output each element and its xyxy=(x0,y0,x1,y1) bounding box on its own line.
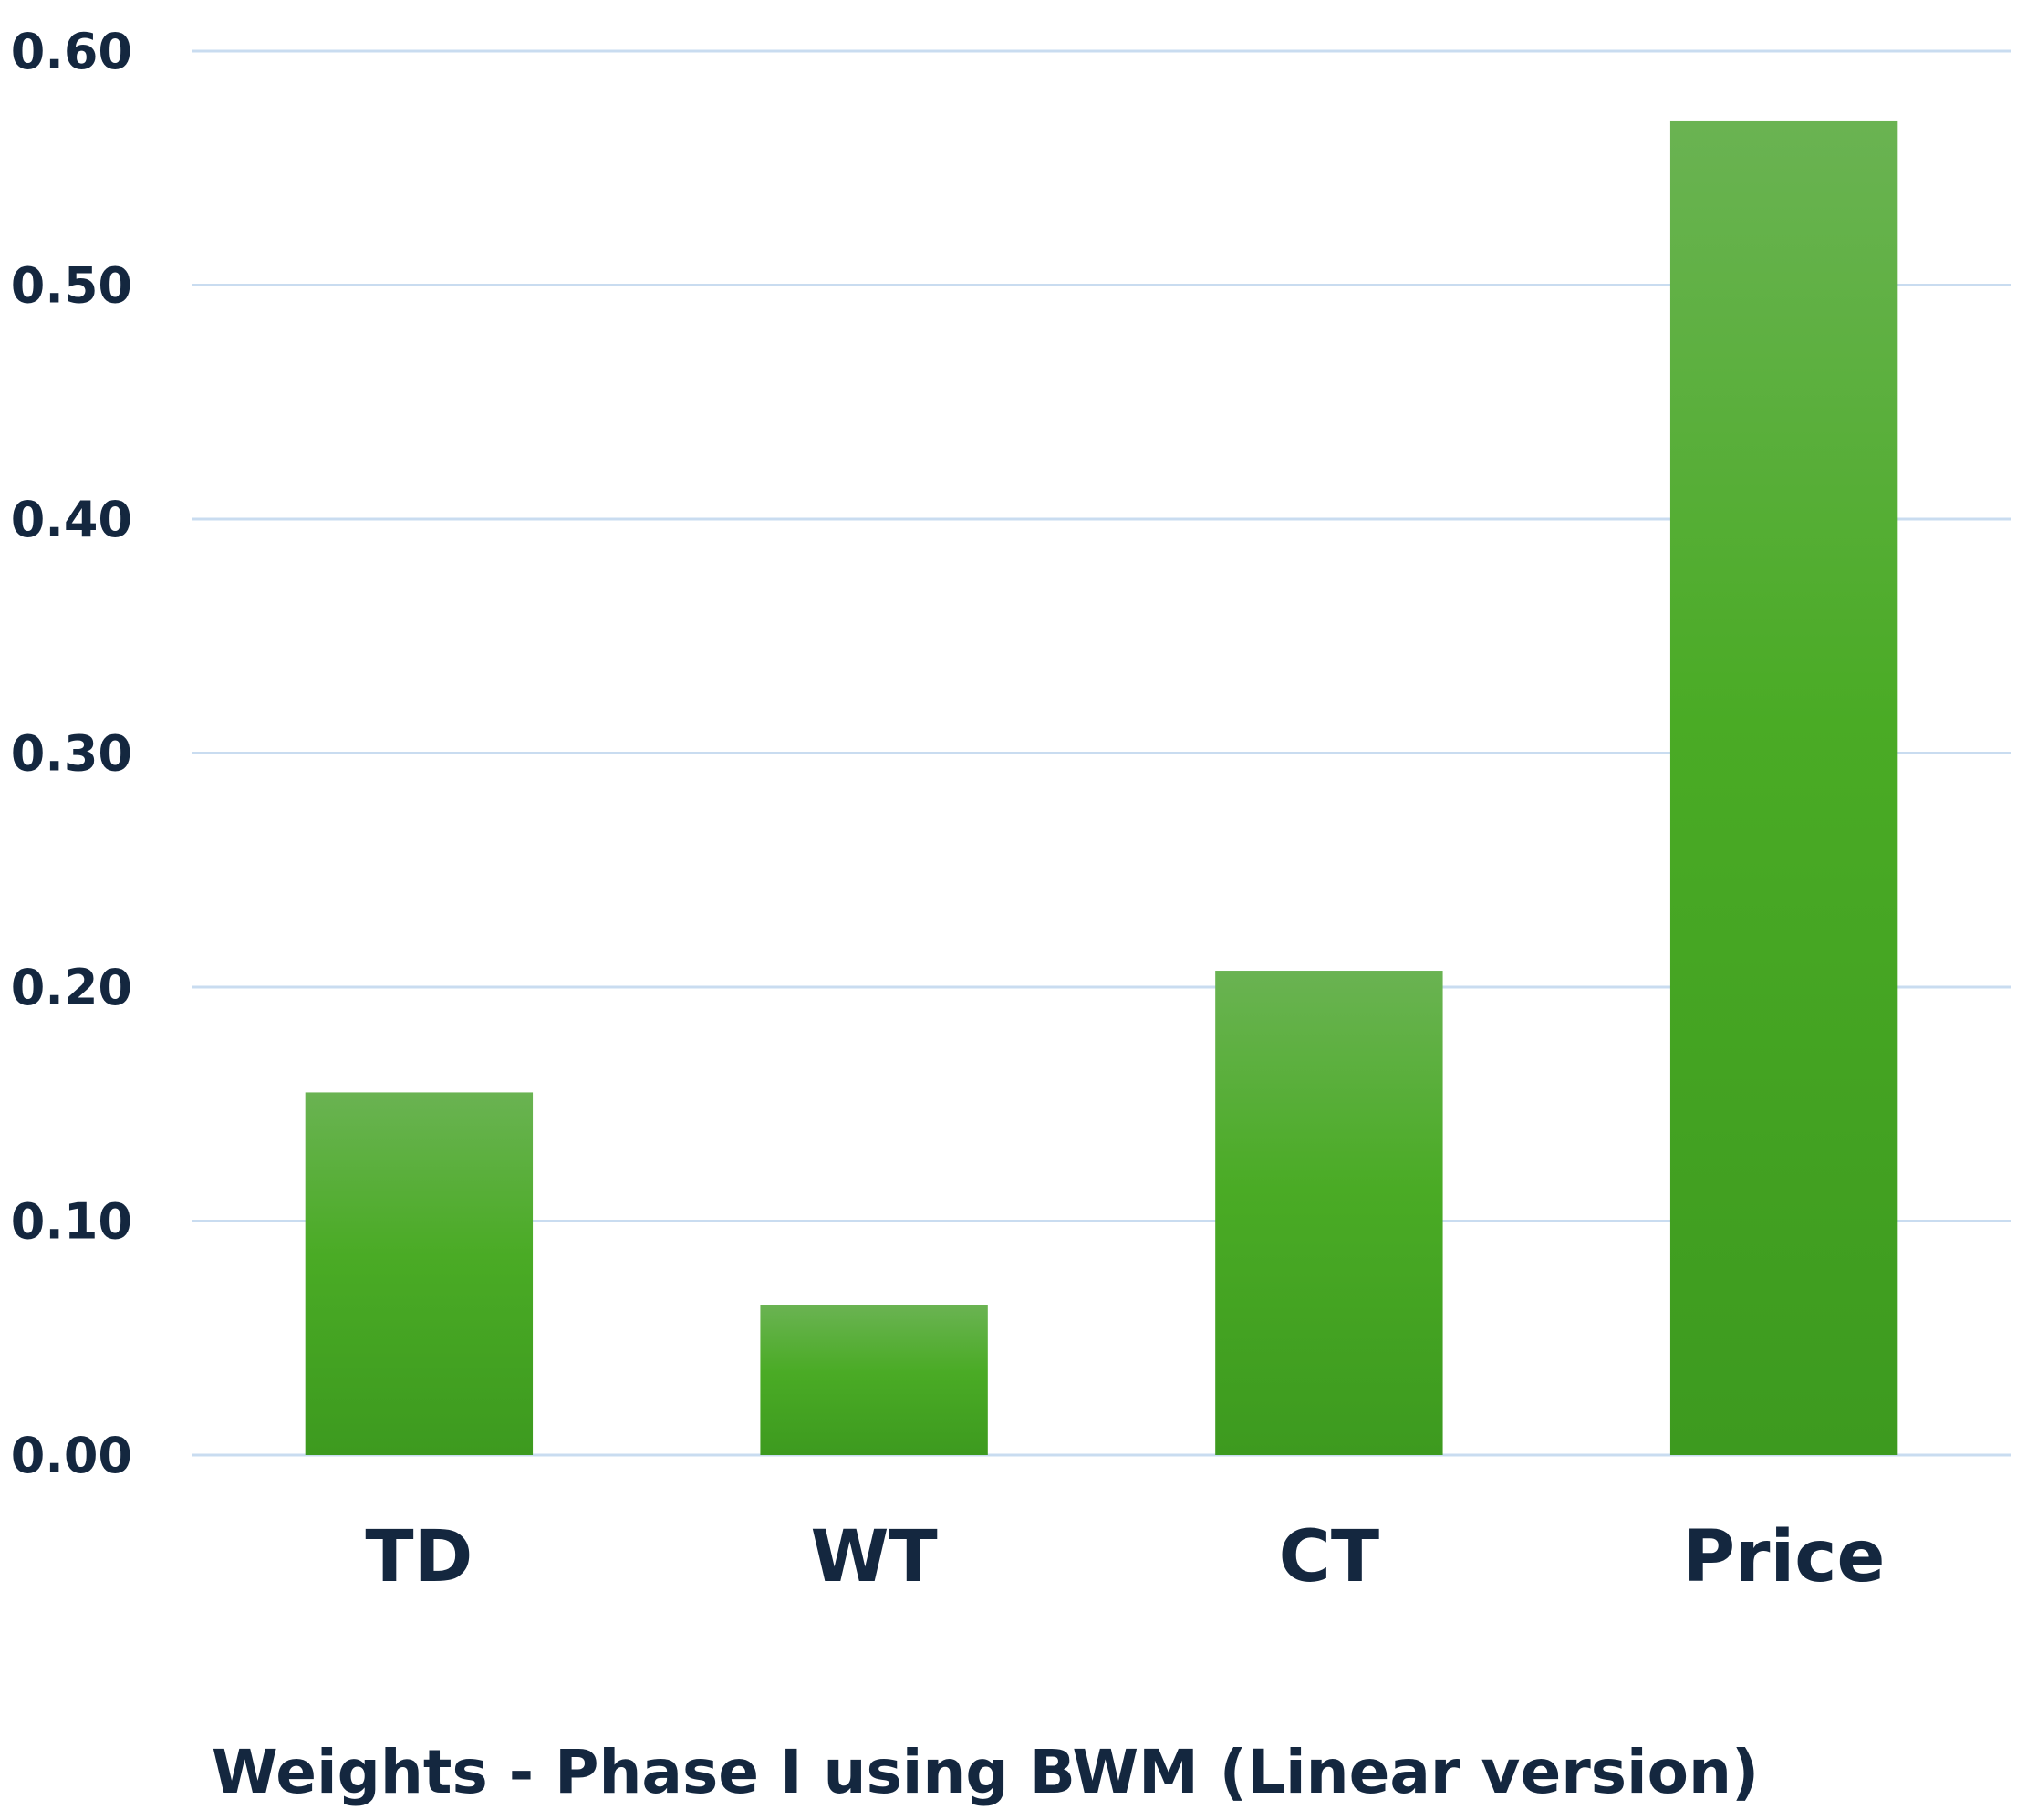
x-category-label: CT xyxy=(1279,1516,1379,1598)
y-tick-label: 0.30 xyxy=(11,725,132,783)
x-category-label: Price xyxy=(1683,1516,1886,1598)
bar-wt xyxy=(760,1305,988,1455)
bar-price xyxy=(1669,120,1898,1456)
y-tick-label: 0.60 xyxy=(11,23,132,80)
y-tick-label: 0.00 xyxy=(11,1427,132,1484)
x-category-label: TD xyxy=(365,1516,473,1598)
y-axis-tick-labels: 0.00 0.10 0.20 0.30 0.40 0.50 0.60 xyxy=(11,23,132,1484)
y-tick-label: 0.40 xyxy=(11,491,132,548)
y-tick-label: 0.10 xyxy=(11,1193,132,1251)
bars xyxy=(305,120,1898,1456)
bar-td xyxy=(305,1092,534,1455)
x-category-label: WT xyxy=(811,1516,938,1598)
x-axis-category-labels: TD WT CT Price xyxy=(365,1516,1885,1598)
bar-ct xyxy=(1215,971,1443,1455)
y-tick-label: 0.50 xyxy=(11,257,132,315)
chart-title: Weights - Phase I using BWM (Linear vers… xyxy=(212,1737,1759,1807)
y-tick-label: 0.20 xyxy=(11,959,132,1016)
